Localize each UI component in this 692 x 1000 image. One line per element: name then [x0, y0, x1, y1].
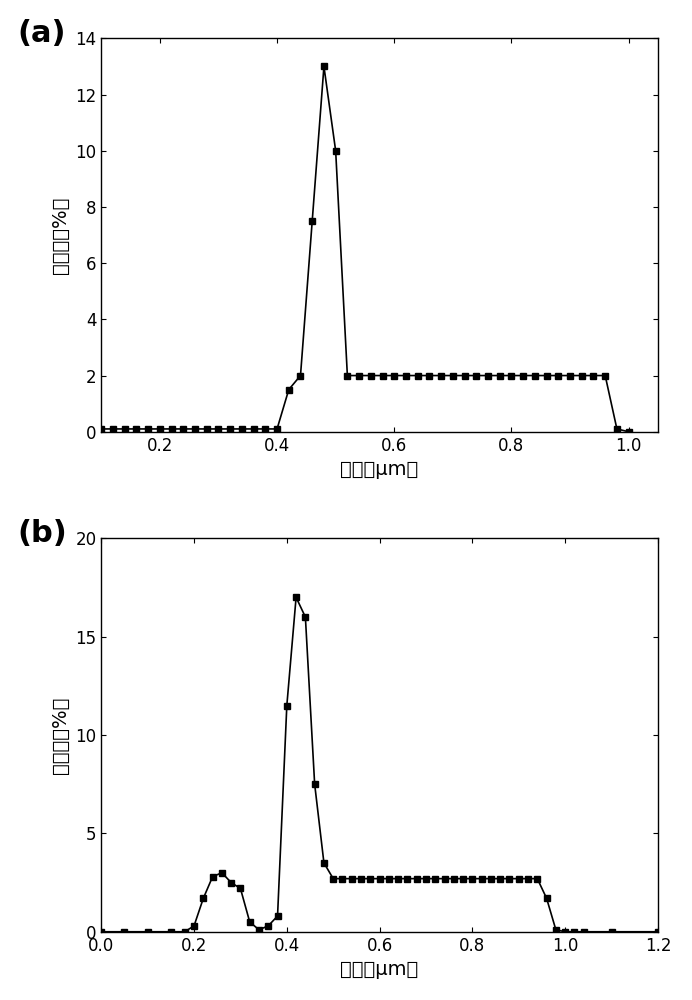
Text: (a): (a) — [18, 19, 66, 48]
X-axis label: 孔径（μm）: 孔径（μm） — [340, 960, 419, 979]
X-axis label: 孔径（μm）: 孔径（μm） — [340, 460, 419, 479]
Y-axis label: 百分比（%）: 百分比（%） — [51, 696, 70, 774]
Text: (b): (b) — [18, 519, 68, 548]
Y-axis label: 百分比（%）: 百分比（%） — [51, 196, 70, 274]
